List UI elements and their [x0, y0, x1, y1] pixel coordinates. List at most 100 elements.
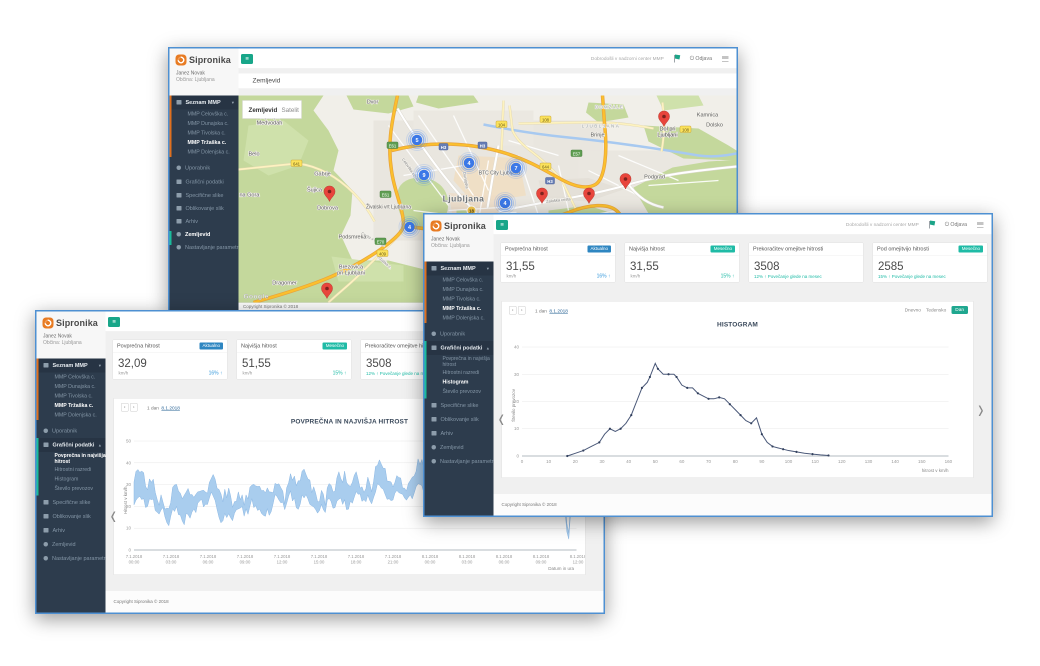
svg-text:06:00: 06:00	[203, 560, 214, 565]
svg-text:8.1.2018: 8.1.2018	[496, 554, 513, 559]
svg-text:7.1.2018: 7.1.2018	[311, 554, 328, 559]
svg-text:644: 644	[542, 164, 550, 169]
svg-text:Podsmreka: Podsmreka	[339, 235, 368, 241]
svg-text:Medvodah: Medvodah	[257, 121, 283, 127]
svg-text:21:00: 21:00	[388, 560, 399, 565]
svg-text:hitrost v km/h: hitrost v km/h	[922, 468, 949, 473]
svg-text:40: 40	[514, 345, 520, 350]
svg-text:Kamnica: Kamnica	[697, 113, 719, 119]
svg-text:12:00: 12:00	[573, 560, 584, 565]
svg-text:90: 90	[759, 459, 765, 464]
svg-text:7.1.2018: 7.1.2018	[385, 554, 402, 559]
svg-text:10: 10	[514, 426, 520, 431]
svg-text:Dunajska: Dunajska	[462, 172, 470, 190]
svg-text:Datum in ura: Datum in ura	[548, 566, 574, 571]
svg-text:150: 150	[918, 459, 926, 464]
svg-text:50: 50	[126, 439, 132, 444]
svg-text:03:00: 03:00	[166, 560, 177, 565]
svg-text:15:00: 15:00	[314, 560, 325, 565]
svg-text:18: 18	[469, 209, 475, 214]
svg-text:09:00: 09:00	[536, 560, 547, 565]
svg-text:108: 108	[682, 127, 690, 132]
svg-text:Hitrost v km/h: Hitrost v km/h	[123, 486, 128, 514]
svg-text:8.1.2018: 8.1.2018	[533, 554, 550, 559]
svg-text:4: 4	[503, 201, 507, 207]
svg-text:Število prevozov: Število prevozov	[510, 388, 516, 422]
svg-text:60: 60	[679, 459, 685, 464]
svg-text:Google: Google	[244, 294, 269, 301]
svg-text:7: 7	[514, 166, 517, 172]
svg-text:Zaloška cesta: Zaloška cesta	[546, 196, 572, 204]
svg-text:Gabrje: Gabrje	[314, 172, 331, 178]
svg-text:06:00: 06:00	[499, 560, 510, 565]
svg-text:7.1.2018: 7.1.2018	[274, 554, 291, 559]
svg-text:E57: E57	[573, 151, 581, 156]
svg-text:Šujica: Šujica	[307, 187, 323, 194]
svg-text:8.1.2018: 8.1.2018	[459, 554, 476, 559]
svg-text:70: 70	[706, 459, 712, 464]
svg-text:Dobrova: Dobrova	[317, 206, 339, 212]
svg-text:Dolsko: Dolsko	[706, 123, 723, 129]
svg-text:9: 9	[422, 173, 425, 179]
svg-text:409: 409	[379, 251, 387, 256]
svg-text:pri Ljubljani: pri Ljubljani	[337, 271, 365, 277]
svg-text:110: 110	[812, 459, 820, 464]
svg-text:7.1.2018: 7.1.2018	[348, 554, 365, 559]
svg-text:Dol pri: Dol pri	[660, 127, 676, 133]
svg-text:00:00: 00:00	[129, 560, 140, 565]
svg-text:30: 30	[514, 372, 520, 377]
svg-text:Brezovica: Brezovica	[339, 265, 364, 271]
svg-text:Živalski vrt Ljubljana: Živalski vrt Ljubljana	[366, 203, 411, 211]
svg-text:20: 20	[573, 459, 579, 464]
svg-text:7.1.2018: 7.1.2018	[126, 554, 143, 559]
svg-text:Ljubljani: Ljubljani	[657, 133, 677, 139]
svg-text:4: 4	[467, 161, 471, 167]
svg-text:0: 0	[128, 548, 131, 553]
svg-text:50: 50	[653, 459, 659, 464]
svg-text:8.1.2018: 8.1.2018	[422, 554, 439, 559]
svg-text:7.1.2018: 7.1.2018	[200, 554, 217, 559]
svg-text:Dvor: Dvor	[367, 100, 379, 106]
svg-text:4: 4	[408, 225, 412, 231]
svg-text:09:00: 09:00	[240, 560, 251, 565]
svg-text:H3: H3	[441, 145, 447, 150]
svg-text:10: 10	[546, 459, 552, 464]
svg-text:120: 120	[838, 459, 846, 464]
svg-text:Belo: Belo	[249, 152, 260, 158]
svg-text:7.1.2018: 7.1.2018	[163, 554, 180, 559]
svg-text:8.1.2018: 8.1.2018	[570, 554, 585, 559]
svg-text:40: 40	[626, 459, 632, 464]
svg-text:160: 160	[945, 459, 953, 464]
svg-text:30: 30	[126, 482, 132, 487]
svg-text:108: 108	[542, 117, 550, 122]
svg-text:03:00: 03:00	[462, 560, 473, 565]
svg-text:30: 30	[599, 459, 605, 464]
svg-text:5: 5	[415, 138, 418, 144]
svg-text:BTC City Ljubljana: BTC City Ljubljana	[479, 171, 521, 177]
svg-text:na Gora: na Gora	[240, 193, 261, 199]
svg-text:10: 10	[126, 526, 132, 531]
svg-text:7.1.2018: 7.1.2018	[237, 554, 254, 559]
svg-text:H3: H3	[547, 179, 553, 184]
svg-text:641: 641	[293, 161, 301, 166]
svg-text:104: 104	[498, 122, 506, 127]
svg-text:Brinje: Brinje	[590, 133, 604, 139]
svg-text:80: 80	[733, 459, 739, 464]
svg-text:40: 40	[126, 461, 132, 466]
svg-text:Satelit: Satelit	[282, 107, 300, 114]
svg-text:H3: H3	[480, 143, 486, 148]
svg-text:E61: E61	[382, 192, 390, 197]
svg-text:0: 0	[521, 459, 524, 464]
svg-text:18:00: 18:00	[351, 560, 362, 565]
svg-text:Dragomer: Dragomer	[272, 281, 297, 287]
svg-text:100: 100	[785, 459, 793, 464]
svg-text:130: 130	[865, 459, 873, 464]
svg-text:E70: E70	[377, 239, 385, 244]
svg-text:Ljubljana: Ljubljana	[443, 194, 485, 204]
svg-text:0: 0	[516, 454, 519, 459]
svg-text:12:00: 12:00	[277, 560, 288, 565]
svg-text:Zemljevid: Zemljevid	[249, 107, 278, 114]
svg-text:DOMŽALE: DOMŽALE	[595, 103, 624, 110]
svg-text:20: 20	[126, 504, 132, 509]
svg-text:Podgrad: Podgrad	[644, 175, 665, 181]
